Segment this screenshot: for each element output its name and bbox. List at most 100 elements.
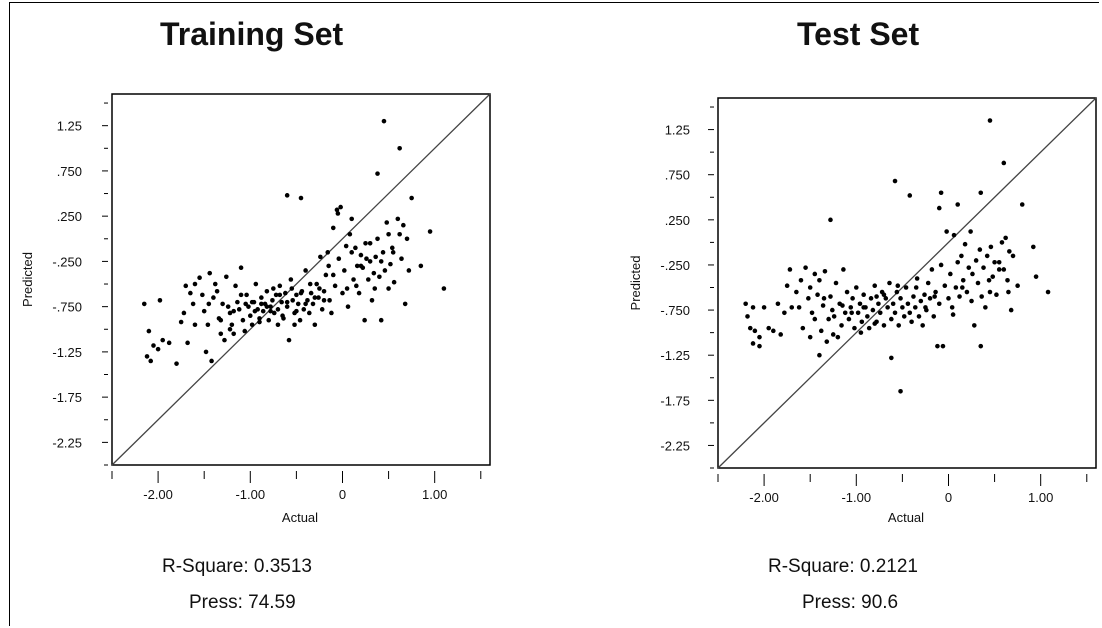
press-text: Press: 90.6 xyxy=(802,592,899,613)
y-tick-label: -2.25 xyxy=(52,435,82,450)
data-point xyxy=(853,285,859,290)
data-point xyxy=(909,319,914,325)
data-point xyxy=(866,325,872,331)
data-point xyxy=(367,259,373,264)
data-point xyxy=(858,330,864,335)
data-point xyxy=(318,254,323,260)
x-axis-label: Actual xyxy=(282,510,318,525)
data-point xyxy=(212,281,218,287)
figure-frame xyxy=(9,2,1099,626)
data-point xyxy=(984,253,990,259)
data-point xyxy=(889,316,894,322)
data-point xyxy=(358,252,364,258)
data-point xyxy=(336,256,342,261)
data-point xyxy=(340,290,345,296)
data-point xyxy=(994,292,999,298)
data-point xyxy=(155,346,161,352)
data-point xyxy=(787,267,793,272)
data-point xyxy=(822,268,828,274)
data-point xyxy=(936,205,942,211)
data-point xyxy=(1045,289,1051,295)
data-point xyxy=(835,334,841,340)
data-point xyxy=(828,294,833,299)
data-point xyxy=(218,317,224,323)
y-tick-label: .250 xyxy=(57,209,82,224)
data-point xyxy=(312,322,318,328)
data-point xyxy=(375,171,380,176)
data-point xyxy=(807,334,813,340)
x-tick-label: -1.00 xyxy=(841,490,871,505)
y-tick-label: -.250 xyxy=(52,254,82,269)
data-point xyxy=(257,319,262,325)
data-point xyxy=(386,231,391,237)
y-tick-label: -1.75 xyxy=(52,390,82,405)
data-point xyxy=(268,308,273,314)
data-point xyxy=(912,305,918,310)
x-tick-label: -1.00 xyxy=(235,487,265,502)
data-point xyxy=(850,296,855,301)
data-point xyxy=(1003,235,1008,241)
data-point xyxy=(960,277,966,283)
x-tick-label: -2.00 xyxy=(749,490,779,505)
data-point xyxy=(279,299,284,305)
x-tick-label: -2.00 xyxy=(143,487,173,502)
data-point xyxy=(887,280,892,286)
data-point xyxy=(992,259,997,265)
data-point xyxy=(966,265,972,270)
data-point xyxy=(964,289,970,295)
data-point xyxy=(402,301,408,307)
data-point xyxy=(266,317,272,323)
data-point xyxy=(752,328,758,334)
data-point xyxy=(990,274,996,279)
data-point xyxy=(240,317,246,323)
data-point xyxy=(821,296,827,301)
data-point xyxy=(409,195,414,201)
data-point xyxy=(944,229,949,234)
data-point xyxy=(803,265,808,270)
data-point xyxy=(178,319,184,325)
data-point xyxy=(757,334,762,340)
data-point xyxy=(840,303,845,308)
data-point xyxy=(881,323,887,328)
x-axis-label: Actual xyxy=(888,510,924,525)
data-point xyxy=(901,314,907,319)
data-point xyxy=(399,256,404,261)
data-point xyxy=(354,283,359,289)
data-point xyxy=(766,325,772,331)
data-point xyxy=(151,343,156,348)
data-point xyxy=(831,314,837,319)
x-tick-label: 0 xyxy=(945,490,952,505)
data-point xyxy=(377,274,382,280)
data-point xyxy=(903,285,909,290)
data-point xyxy=(330,272,336,278)
data-point xyxy=(401,222,406,228)
data-point xyxy=(987,118,993,123)
data-point xyxy=(294,292,299,298)
data-point xyxy=(280,313,285,318)
data-point xyxy=(157,298,163,303)
data-point xyxy=(929,267,935,272)
data-point xyxy=(358,263,364,269)
data-point xyxy=(397,145,402,151)
data-point xyxy=(936,301,942,307)
press-text: Press: 74.59 xyxy=(189,592,296,613)
chart-title: Training Set xyxy=(160,16,344,52)
data-point xyxy=(298,195,304,201)
y-tick-label: 1.25 xyxy=(57,119,82,134)
plot-area xyxy=(111,93,491,466)
data-point xyxy=(252,308,258,314)
data-point xyxy=(231,331,236,337)
data-point xyxy=(386,286,391,291)
data-point xyxy=(397,231,402,237)
data-point xyxy=(949,305,955,310)
data-point xyxy=(881,292,887,298)
data-point xyxy=(317,286,322,291)
data-point xyxy=(298,290,304,296)
data-point xyxy=(160,337,166,343)
y-tick-label: .750 xyxy=(665,168,690,183)
data-point xyxy=(757,343,762,349)
data-point xyxy=(384,220,390,225)
data-point xyxy=(190,301,196,307)
data-point xyxy=(332,283,338,289)
data-point xyxy=(809,310,815,316)
